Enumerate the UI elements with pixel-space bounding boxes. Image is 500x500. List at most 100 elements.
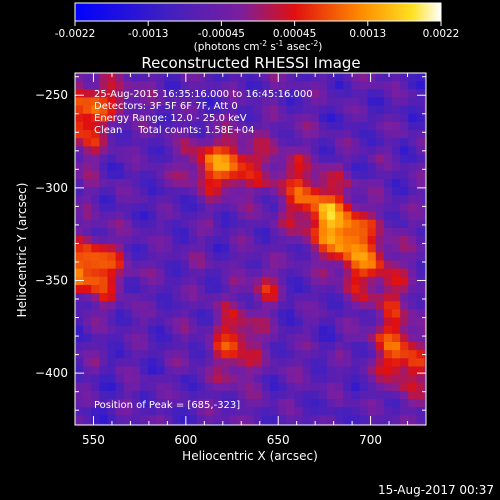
heatmap-cell xyxy=(180,423,190,425)
heatmap-cell xyxy=(213,73,222,82)
heatmap-cell xyxy=(221,260,231,270)
heatmap-cell xyxy=(91,227,100,237)
heatmap-cell xyxy=(83,252,92,262)
heatmap-cell xyxy=(408,203,417,213)
heatmap-cell xyxy=(115,227,125,237)
heatmap-cell xyxy=(229,415,239,425)
heatmap-cell xyxy=(294,146,304,156)
heatmap-cell xyxy=(424,317,426,327)
heatmap-cell xyxy=(375,390,385,400)
heatmap-cell xyxy=(318,138,328,147)
heatmap-cell xyxy=(367,211,377,221)
heatmap-cell xyxy=(205,170,214,180)
heatmap-cell xyxy=(416,146,426,156)
heatmap-cell xyxy=(156,260,166,270)
heatmap-cell xyxy=(131,325,141,335)
x-axis-label: Heliocentric X (arcsec) xyxy=(182,449,318,463)
heatmap-cell xyxy=(164,105,174,115)
heatmap-cell xyxy=(115,236,125,245)
heatmap-cell xyxy=(107,162,117,172)
heatmap-cell xyxy=(343,113,352,123)
heatmap-cell xyxy=(107,301,117,310)
heatmap-cell xyxy=(205,268,214,278)
heatmap-cell xyxy=(196,154,206,164)
heatmap-cell xyxy=(148,432,157,441)
heatmap-cell xyxy=(237,187,247,196)
heatmap-cell xyxy=(83,162,92,172)
heatmap-cell xyxy=(310,268,320,278)
heatmap-cell xyxy=(278,146,287,156)
heatmap-cell xyxy=(383,211,393,221)
heatmap-cell xyxy=(433,228,442,237)
heatmap-cell xyxy=(75,81,84,90)
heatmap-cell xyxy=(196,260,206,270)
heatmap-cell xyxy=(237,366,247,376)
heatmap-cell xyxy=(326,195,336,205)
heatmap-cell xyxy=(383,227,393,237)
heatmap-cell xyxy=(115,89,125,99)
heatmap-cell xyxy=(351,97,361,107)
heatmap-cell xyxy=(132,432,141,441)
heatmap-cell xyxy=(294,219,304,229)
heatmap-cell xyxy=(196,390,206,400)
heatmap-cell xyxy=(115,407,125,416)
heatmap-cell xyxy=(221,390,231,400)
heatmap-cell xyxy=(75,309,84,319)
heatmap-cell xyxy=(367,138,377,147)
heatmap-cell xyxy=(107,170,117,180)
heatmap-cell xyxy=(400,178,409,188)
heatmap-cell xyxy=(107,268,117,278)
heatmap-cell xyxy=(131,301,141,310)
heatmap-cell xyxy=(351,121,361,131)
heatmap-cell xyxy=(75,227,84,237)
heatmap-cell xyxy=(115,121,125,131)
heatmap-cell xyxy=(123,260,133,270)
heatmap-cell xyxy=(400,325,409,335)
heatmap-cell xyxy=(156,146,166,156)
heatmap-cell xyxy=(383,284,393,294)
heatmap-cell xyxy=(156,333,166,343)
heatmap-cell xyxy=(196,415,206,425)
heatmap-cell xyxy=(123,236,133,245)
heatmap-cell xyxy=(302,268,312,278)
heatmap-cell xyxy=(115,97,125,107)
heatmap-cell xyxy=(343,350,352,359)
heatmap-cell xyxy=(172,105,182,115)
heatmap-cell xyxy=(359,350,369,359)
heatmap-cell xyxy=(75,138,84,147)
heatmap-cell xyxy=(367,130,377,139)
heatmap-cell xyxy=(253,154,263,164)
heatmap-cell xyxy=(400,170,409,180)
annotation-peak-position: Position of Peak = [685,-323] xyxy=(94,400,240,411)
heatmap-cell xyxy=(75,350,84,359)
heatmap-cell xyxy=(107,390,117,400)
heatmap-cell xyxy=(270,113,279,123)
heatmap-cell xyxy=(278,358,287,368)
heatmap-cell xyxy=(433,130,442,139)
heatmap-cell xyxy=(392,260,401,270)
heatmap-cell xyxy=(180,415,190,425)
heatmap-cell xyxy=(253,211,263,221)
heatmap-cell xyxy=(196,130,206,139)
heatmap-cell xyxy=(326,89,336,99)
heatmap-cell xyxy=(335,227,344,237)
heatmap-cell xyxy=(83,73,92,82)
heatmap-cell xyxy=(400,342,409,351)
heatmap-cell xyxy=(286,187,296,196)
heatmap-cell xyxy=(375,284,385,294)
heatmap-cell xyxy=(213,301,222,310)
heatmap-cell xyxy=(245,342,255,351)
heatmap-cell xyxy=(107,252,117,262)
heatmap-cell xyxy=(416,309,426,319)
heatmap-cell xyxy=(424,187,426,196)
heatmap-cell xyxy=(408,342,417,351)
heatmap-cell xyxy=(164,236,174,245)
heatmap-cell xyxy=(213,333,222,343)
heatmap-cell xyxy=(408,121,417,131)
heatmap-cell xyxy=(205,73,214,82)
heatmap-cell xyxy=(156,81,166,90)
heatmap-cell xyxy=(367,105,377,115)
heatmap-cell xyxy=(140,252,149,262)
heatmap-cell xyxy=(107,227,117,237)
heatmap-cell xyxy=(351,399,361,408)
